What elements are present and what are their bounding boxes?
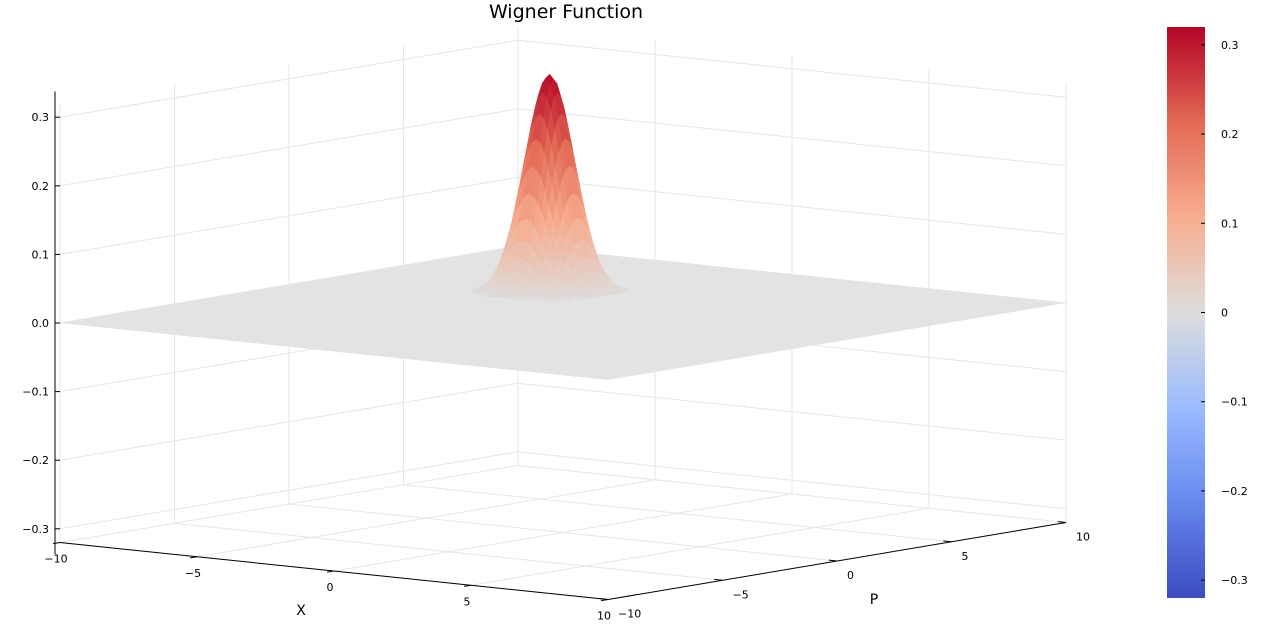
z-tick-label: −0.3 xyxy=(22,523,49,536)
x-tick-label: 10 xyxy=(597,610,611,623)
colorbar-ticks: −0.3 −0.2 −0.1 0 0.1 0.2 0.3 xyxy=(1201,39,1248,587)
p-tick-label: 0 xyxy=(847,569,854,582)
surface-peak-cell xyxy=(573,296,582,301)
p-tick-mark xyxy=(828,559,838,562)
x-tick-label: −10 xyxy=(44,553,67,566)
p-tick-label: 5 xyxy=(962,550,969,563)
z-tick-label: 0.3 xyxy=(32,111,50,124)
x-tick-label: −5 xyxy=(185,567,201,580)
z-tick-label: 0.1 xyxy=(32,248,50,261)
surface-plane xyxy=(60,246,1066,380)
z-tick-label: 0.0 xyxy=(32,317,50,330)
p-tick-mark xyxy=(599,598,609,601)
colorbar-tick-label: 0.1 xyxy=(1221,217,1239,230)
colorbar-tick-label: 0.2 xyxy=(1221,128,1239,141)
grid-line-backwall-z xyxy=(59,39,519,118)
grid-line-rightwall-z xyxy=(517,39,1067,98)
p-tick-label: 10 xyxy=(1076,531,1090,544)
grid-line-rightwall-z xyxy=(517,451,1067,510)
grid-line-floor-p xyxy=(403,484,952,543)
p-tick-mark xyxy=(1057,521,1067,524)
p-tick-mark xyxy=(714,578,723,581)
p-tick-label: −5 xyxy=(733,588,749,601)
surface-peak-cell xyxy=(562,297,572,302)
grid-line-rightwall-z xyxy=(517,382,1067,441)
grid-line-floor-p xyxy=(174,522,723,581)
z-tick-label: −0.1 xyxy=(22,386,49,399)
axes: −0.3 −0.2 −0.1 0.0 0.1 0.2 0.3 −10 −5 0 5 10 −10 −5 0 5… xyxy=(22,91,1090,623)
colorbar-gradient xyxy=(1167,27,1205,598)
colorbar-tick-label: −0.3 xyxy=(1221,574,1248,587)
colorbar-tick-label: −0.1 xyxy=(1221,396,1248,409)
grid-line-rightwall-z xyxy=(517,108,1067,167)
colorbar-tick-label: 0 xyxy=(1221,307,1228,320)
colorbar: −0.3 −0.2 −0.1 0 0.1 0.2 0.3 xyxy=(1167,27,1248,598)
chart-title: Wigner Function xyxy=(489,1,643,23)
grid-line-backwall-z xyxy=(59,382,519,461)
p-tick-mark xyxy=(943,540,952,543)
grid-line-floor-p xyxy=(288,503,838,562)
x-tick-mark xyxy=(53,542,61,545)
colorbar-tick-label: 0.3 xyxy=(1221,39,1239,52)
x-tick-mark xyxy=(327,570,335,573)
z-tick-label: −0.2 xyxy=(22,454,49,467)
x-tick-mark xyxy=(190,556,198,559)
z-tick-label: 0.2 xyxy=(32,180,50,193)
p-tick-label: −10 xyxy=(618,608,641,621)
surface xyxy=(60,73,1066,380)
x-axis-label: X xyxy=(296,603,306,619)
grid-line-rightwall-z xyxy=(517,176,1067,235)
grid-line-backwall-z xyxy=(59,176,519,255)
grid-line-floor-p xyxy=(517,465,1067,524)
colorbar-tick-label: −0.2 xyxy=(1221,485,1248,498)
surface-peak-cell xyxy=(529,296,539,302)
surface-peak-cell xyxy=(583,295,593,300)
p-axis-label: P xyxy=(870,592,878,608)
grid-line-backwall-z xyxy=(59,108,519,187)
x-tick-label: 5 xyxy=(464,595,471,608)
grid-line-backwall-z xyxy=(59,451,519,530)
x-tick-label: 0 xyxy=(327,581,334,594)
x-tick-mark xyxy=(464,584,472,587)
